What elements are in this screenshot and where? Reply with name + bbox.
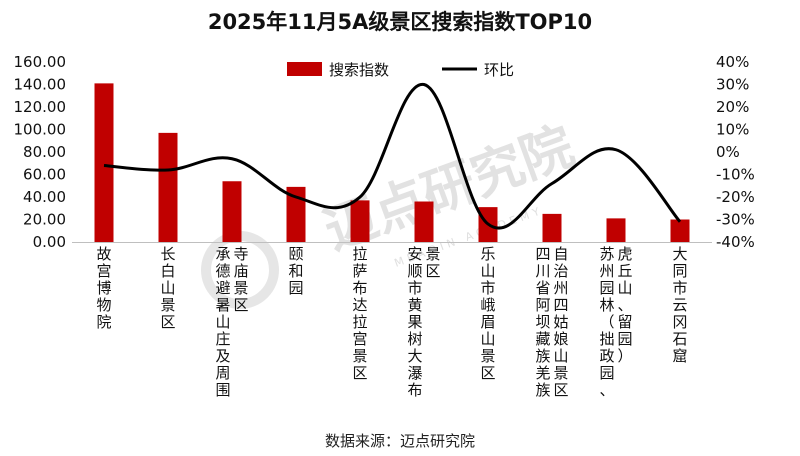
y-right-tick-label: 30% xyxy=(716,76,749,94)
y-right-tick-label: 20% xyxy=(716,98,749,116)
source-note: 数据来源：迈点研究院 xyxy=(324,432,475,450)
y-left-tick-label: 0.00 xyxy=(33,233,66,251)
y-right-tick-label: 10% xyxy=(716,121,749,139)
bar xyxy=(94,83,114,242)
y-right-tick-label: -20% xyxy=(716,188,755,206)
legend-bar-swatch xyxy=(287,62,322,76)
x-category-label: 四川省阿坝藏族羌族 xyxy=(535,245,550,399)
y-right-tick-label: -10% xyxy=(716,166,755,184)
x-category-label: 安顺市黄果树大瀑布 xyxy=(407,245,422,399)
bar xyxy=(222,181,242,242)
bar xyxy=(414,201,434,242)
mom-line xyxy=(103,82,682,230)
y-left-tick-label: 120.00 xyxy=(14,98,67,116)
y-right-tick-label: -40% xyxy=(716,233,755,251)
x-category-label: 颐和园 xyxy=(288,245,303,297)
legend-bar-label: 搜索指数 xyxy=(329,61,389,79)
legend-line-label: 环比 xyxy=(484,61,514,79)
bar xyxy=(542,213,562,242)
x-category-label: 承德避暑山庄及周围 xyxy=(215,245,230,399)
bar xyxy=(158,132,178,242)
chart-title: 2025年11月5A级景区搜索指数TOP10 xyxy=(207,10,593,34)
bar xyxy=(670,219,690,242)
x-category-label: 故宫博物院 xyxy=(96,245,111,331)
y-left-tick-label: 160.00 xyxy=(14,53,67,71)
y-right-tick-label: -30% xyxy=(716,211,755,229)
y-right-tick-label: 40% xyxy=(716,53,749,71)
bar xyxy=(350,200,370,242)
x-category-label: 长白山景区 xyxy=(160,245,175,331)
bar xyxy=(286,186,306,242)
x-category-label: 自治州四姑娘山景区 xyxy=(553,245,568,399)
y-left-tick-label: 40.00 xyxy=(23,188,66,206)
x-category-label: 拉萨布达拉宫景区 xyxy=(352,245,367,382)
y-left-tick-label: 80.00 xyxy=(23,143,66,161)
bar xyxy=(606,218,626,242)
x-category-label: 苏州园林（拙政园、 xyxy=(599,245,614,399)
x-category-label: 景区 xyxy=(425,245,440,280)
x-category-label: 寺庙景区 xyxy=(233,245,248,314)
y-left-tick-label: 20.00 xyxy=(23,211,66,229)
y-left-tick-label: 60.00 xyxy=(23,166,66,184)
y-left-tick-label: 100.00 xyxy=(14,121,67,139)
x-category-label: 虎丘山、留园） xyxy=(617,245,632,365)
y-right-tick-label: 0% xyxy=(716,143,740,161)
y-left-tick-label: 140.00 xyxy=(14,76,67,94)
x-category-label: 乐山市峨眉山景区 xyxy=(480,245,495,382)
x-category-label: 大同市云冈石窟 xyxy=(672,245,687,365)
